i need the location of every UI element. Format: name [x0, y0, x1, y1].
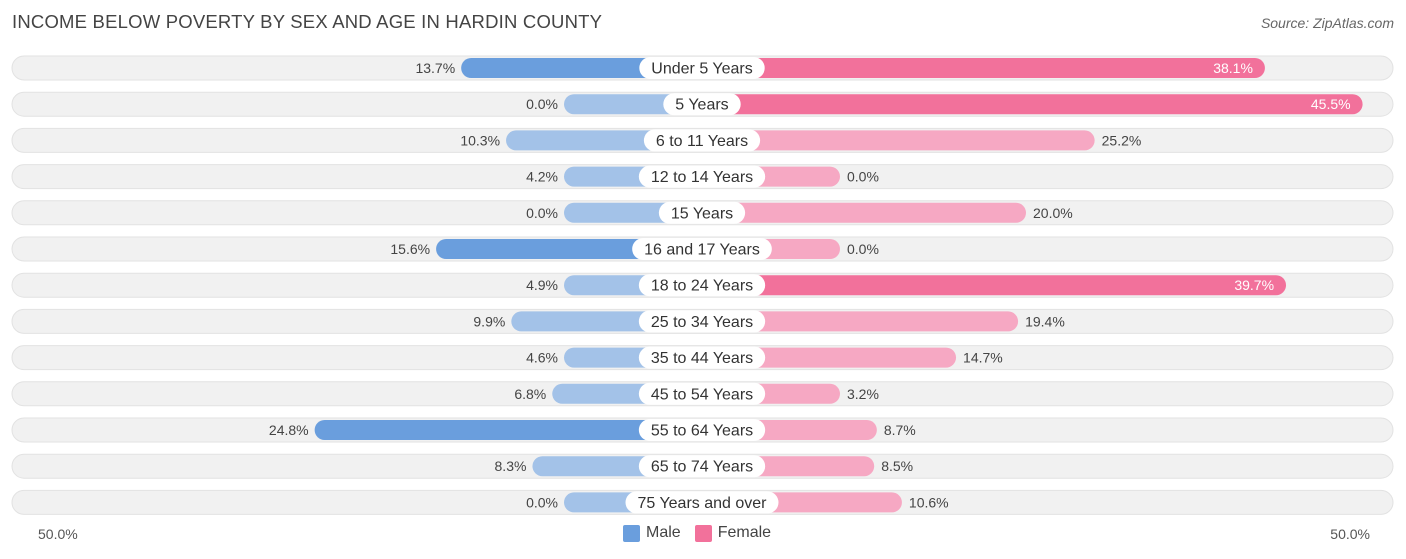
value-label-female: 20.0%	[1033, 205, 1073, 221]
bar-female	[702, 275, 1287, 296]
category-pill	[638, 165, 766, 188]
row-7: 9.9% 19.4% 25 to 34 Years	[11, 308, 1394, 334]
category-label: 55 to 64 Years	[651, 423, 753, 440]
value-label-male: 13.7%	[415, 60, 455, 76]
category-label: 65 to 74 Years	[651, 459, 753, 476]
row-12: 0.0% 10.6% 75 Years and over	[11, 489, 1394, 515]
row-4: 0.0% 20.0% 15 Years	[11, 200, 1394, 226]
category-label: 12 to 14 Years	[651, 169, 753, 186]
legend: Male Female	[623, 524, 785, 542]
row-2: 10.3% 25.2% 6 to 11 Years	[11, 127, 1394, 153]
category-pill	[643, 129, 761, 152]
row-5: 15.6% 0.0% 16 and 17 Years	[11, 236, 1394, 262]
category-label: 6 to 11 Years	[656, 133, 748, 150]
chart-title: INCOME BELOW POVERTY BY SEX AND AGE IN H…	[12, 11, 603, 32]
value-label-female: 45.5%	[1311, 96, 1351, 112]
legend-item-male: Male	[623, 524, 681, 542]
category-label: 35 to 44 Years	[651, 350, 753, 367]
category-label: 45 to 54 Years	[651, 386, 753, 403]
value-label-male: 4.6%	[526, 350, 558, 366]
value-label-male: 9.9%	[473, 313, 505, 329]
row-11: 8.3% 8.5% 65 to 74 Years	[11, 453, 1394, 479]
row-8: 4.6% 14.7% 35 to 44 Years	[11, 345, 1394, 371]
category-label: 25 to 34 Years	[651, 314, 753, 331]
category-label: 75 Years and over	[638, 495, 768, 512]
row-3: 4.2% 0.0% 12 to 14 Years	[11, 164, 1394, 190]
legend-label-male: Male	[646, 524, 681, 541]
value-label-female: 39.7%	[1234, 277, 1274, 293]
value-label-male: 10.3%	[460, 132, 500, 148]
value-label-male: 8.3%	[495, 458, 527, 474]
value-label-male: 15.6%	[390, 241, 430, 257]
row-0: 13.7% 38.1% Under 5 Years	[11, 55, 1394, 81]
legend-swatch-male	[623, 524, 640, 542]
value-label-female: 0.0%	[847, 241, 879, 257]
value-label-male: 0.0%	[526, 205, 558, 221]
value-label-female: 38.1%	[1213, 60, 1253, 76]
category-pill	[638, 455, 766, 478]
category-label: 16 and 17 Years	[644, 242, 760, 259]
value-label-male: 24.8%	[269, 422, 309, 438]
row-6: 4.9% 39.7% 18 to 24 Years	[11, 272, 1394, 298]
category-label: Under 5 Years	[651, 61, 752, 78]
bar-female	[702, 94, 1363, 115]
category-label: 5 Years	[675, 97, 728, 114]
legend-label-female: Female	[717, 524, 772, 541]
row-9: 6.8% 3.2% 45 to 54 Years	[11, 381, 1394, 407]
category-pill	[625, 491, 779, 514]
legend-item-female: Female	[694, 524, 772, 542]
value-label-female: 8.5%	[881, 458, 913, 474]
category-pill	[639, 57, 765, 79]
bar-female	[702, 58, 1265, 78]
value-label-female: 8.7%	[884, 422, 916, 438]
category-pill	[638, 419, 766, 441]
category-pill	[658, 201, 746, 224]
value-label-female: 25.2%	[1102, 132, 1142, 148]
bar-female	[702, 130, 1095, 151]
value-label-female: 14.7%	[963, 350, 1003, 366]
source-label: Source: ZipAtlas.com	[1260, 15, 1394, 31]
axis-label-right: 50.0%	[1330, 526, 1370, 542]
category-pill	[638, 310, 766, 333]
value-label-male: 6.8%	[514, 386, 546, 402]
category-pill	[638, 274, 766, 297]
category-pill	[632, 238, 772, 260]
bar-female	[702, 347, 957, 368]
axis-label-left: 50.0%	[38, 526, 78, 542]
bar-female	[702, 202, 1026, 223]
bar-chart: 13.7% 38.1% Under 5 Years 0.0% 45.5% 5 Years 1…	[11, 55, 1394, 515]
category-pill	[638, 382, 766, 405]
value-label-male: 0.0%	[526, 494, 558, 510]
row-10: 24.8% 8.7% 55 to 64 Years	[11, 417, 1394, 443]
category-label: 15 Years	[671, 205, 733, 222]
value-label-male: 4.2%	[526, 169, 558, 185]
legend-swatch-female	[694, 524, 712, 542]
row-1: 0.0% 45.5% 5 Years	[11, 91, 1394, 117]
value-label-female: 10.6%	[909, 494, 949, 510]
value-label-female: 3.2%	[847, 386, 879, 402]
bar-female	[702, 311, 1019, 332]
category-pill	[663, 93, 741, 116]
value-label-male: 0.0%	[526, 96, 558, 112]
category-label: 18 to 24 Years	[651, 278, 753, 295]
value-label-female: 0.0%	[847, 169, 879, 185]
value-label-male: 4.9%	[526, 277, 558, 293]
bar-male	[314, 420, 702, 440]
category-pill	[638, 346, 766, 369]
value-label-female: 19.4%	[1025, 313, 1065, 329]
